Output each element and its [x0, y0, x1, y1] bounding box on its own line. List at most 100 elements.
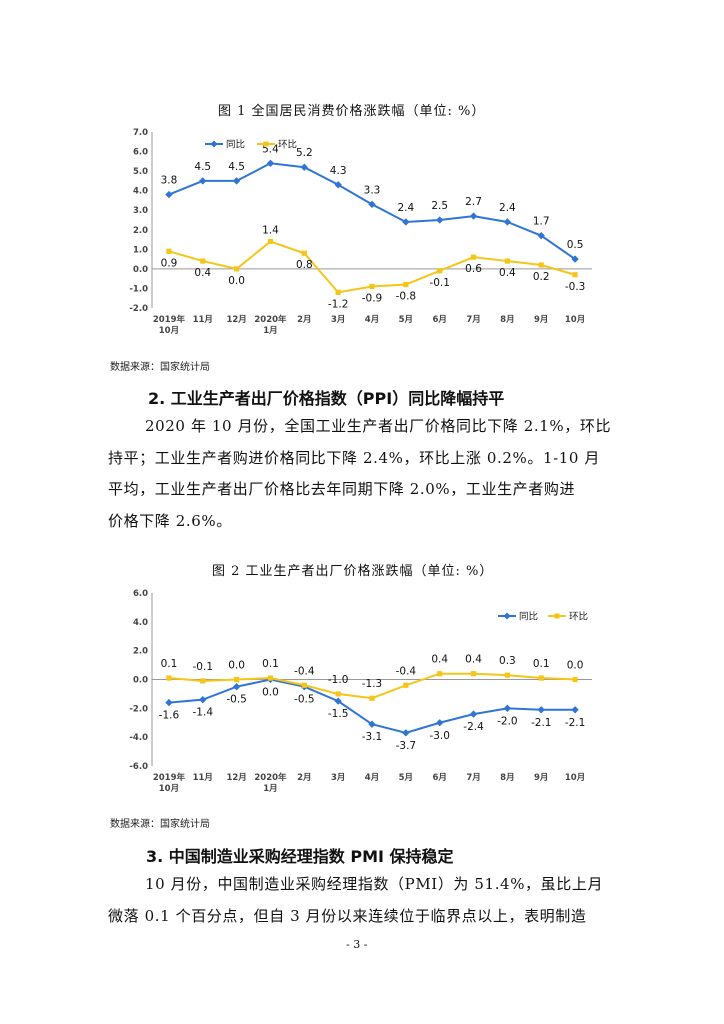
x-tick-label: 2020年: [254, 772, 287, 783]
figure2-source: 数据来源：国家统计局: [110, 819, 210, 830]
y-tick-label: 4.0: [133, 187, 148, 197]
x-tick-label: 12月: [226, 773, 246, 783]
y-tick-label: -6.0: [129, 762, 148, 772]
section2-line-3: 平均，工业生产者出厂价格比去年同期下降 2.0%，工业生产者购进: [108, 480, 576, 498]
data-point: [267, 675, 274, 681]
x-tick-label: 11月: [193, 773, 213, 783]
data-label: -0.9: [362, 292, 383, 304]
figure1-source: 数据来源：国家统计局: [110, 362, 210, 373]
data-label: -0.5: [226, 694, 247, 706]
data-label: -3.1: [362, 731, 383, 743]
x-tick-label: 4月: [365, 315, 379, 325]
x-tick-label: 2019年: [153, 772, 186, 783]
data-label: 1.4: [262, 225, 279, 237]
x-tick-label: 5月: [399, 315, 413, 325]
data-label: 1.7: [533, 216, 550, 228]
data-point: [335, 691, 341, 697]
data-point: [436, 216, 444, 224]
data-label: 0.4: [499, 267, 516, 279]
data-label: -0.8: [396, 291, 417, 303]
x-tick-label: 2月: [297, 773, 311, 783]
data-point: [334, 181, 342, 189]
x-tick-label: 4月: [365, 773, 379, 783]
data-point: [437, 671, 443, 677]
section3-line-1: 10 月份，中国制造业采购经理指数（PMI）为 51.4%，虽比上月: [145, 875, 604, 893]
data-label: -1.5: [328, 708, 349, 720]
section2-heading: 2. 工业生产者出厂价格指数（PPI）同比降幅持平: [148, 389, 505, 408]
data-label: 3.3: [364, 184, 381, 196]
data-point: [571, 706, 579, 714]
y-tick-label: 5.0: [133, 167, 148, 177]
data-label: -1.4: [193, 707, 214, 719]
data-point: [234, 266, 240, 272]
data-point: [504, 672, 510, 678]
data-label: -2.1: [531, 717, 552, 729]
data-label: 0.8: [296, 259, 313, 271]
legend-marker: [503, 612, 511, 620]
data-label: -0.4: [396, 665, 417, 677]
data-label: 0.1: [161, 658, 178, 670]
section2-line-2: 持平；工业生产者购进价格同比下降 2.4%，环比上涨 0.2%。1-10 月: [108, 448, 601, 467]
data-point: [199, 696, 207, 704]
data-point: [402, 729, 410, 737]
x-tick-label: 3月: [331, 773, 345, 783]
data-label: 2.4: [397, 202, 414, 214]
data-point: [266, 159, 275, 167]
data-label: 3.8: [161, 175, 178, 187]
data-label: -3.7: [396, 740, 417, 752]
y-tick-label: 0.0: [133, 265, 148, 275]
data-point: [301, 682, 307, 688]
legend-marker: [263, 141, 269, 147]
data-point: [369, 283, 375, 290]
x-tick-label: 11月: [193, 315, 213, 325]
data-point: [403, 281, 409, 288]
x-tick-label: 9月: [534, 315, 548, 325]
data-point: [200, 678, 206, 684]
data-label: -0.1: [429, 277, 450, 289]
y-tick-label: 3.0: [133, 206, 148, 216]
legend-marker: [554, 613, 560, 619]
data-label: -2.0: [497, 715, 518, 727]
x-tick-label: 2月: [297, 315, 311, 325]
data-point: [436, 719, 444, 727]
y-tick-label: -1.0: [129, 284, 148, 294]
data-label: 0.1: [533, 658, 550, 670]
y-tick-label: 2.0: [133, 647, 148, 657]
data-point: [538, 675, 544, 681]
data-label: 5.2: [296, 147, 313, 159]
data-label: -0.4: [294, 665, 315, 677]
data-point: [200, 258, 206, 264]
data-point: [571, 255, 579, 263]
data-point: [165, 698, 173, 707]
data-label: 0.0: [567, 660, 584, 672]
data-label: -0.1: [193, 661, 214, 673]
figure2-caption: 图 2 工业生产者出厂价格涨跌幅（单位: %）: [212, 564, 494, 579]
y-tick-label: 0.0: [133, 676, 148, 686]
data-point: [503, 704, 512, 713]
data-label: 0.0: [228, 275, 245, 287]
data-point: [470, 254, 477, 260]
data-point: [504, 258, 510, 264]
x-tick-label: 8月: [500, 315, 514, 325]
data-label: 0.6: [465, 263, 482, 275]
data-point: [267, 238, 274, 245]
y-tick-label: -2.0: [129, 704, 148, 714]
data-point: [537, 706, 545, 714]
x-tick-label: 6月: [432, 773, 446, 783]
data-point: [572, 676, 578, 683]
data-point: [234, 676, 240, 683]
data-label: 0.0: [262, 687, 279, 699]
data-label: -1.3: [362, 678, 383, 690]
legend-label: 同比: [519, 611, 538, 623]
section2-paragraph: 2020 年 10 月份，全国工业生产者出厂价格同比下降 2.1%，环比 持平；…: [108, 411, 628, 537]
y-tick-label: 2.0: [133, 226, 148, 236]
data-point: [469, 212, 478, 220]
data-point: [165, 190, 173, 199]
x-tick-label: 12月: [226, 315, 246, 325]
data-label: 0.4: [194, 267, 211, 279]
data-point: [403, 682, 409, 688]
data-point: [199, 177, 207, 185]
x-tick-label: 2020年: [254, 314, 287, 325]
data-point: [368, 200, 376, 209]
